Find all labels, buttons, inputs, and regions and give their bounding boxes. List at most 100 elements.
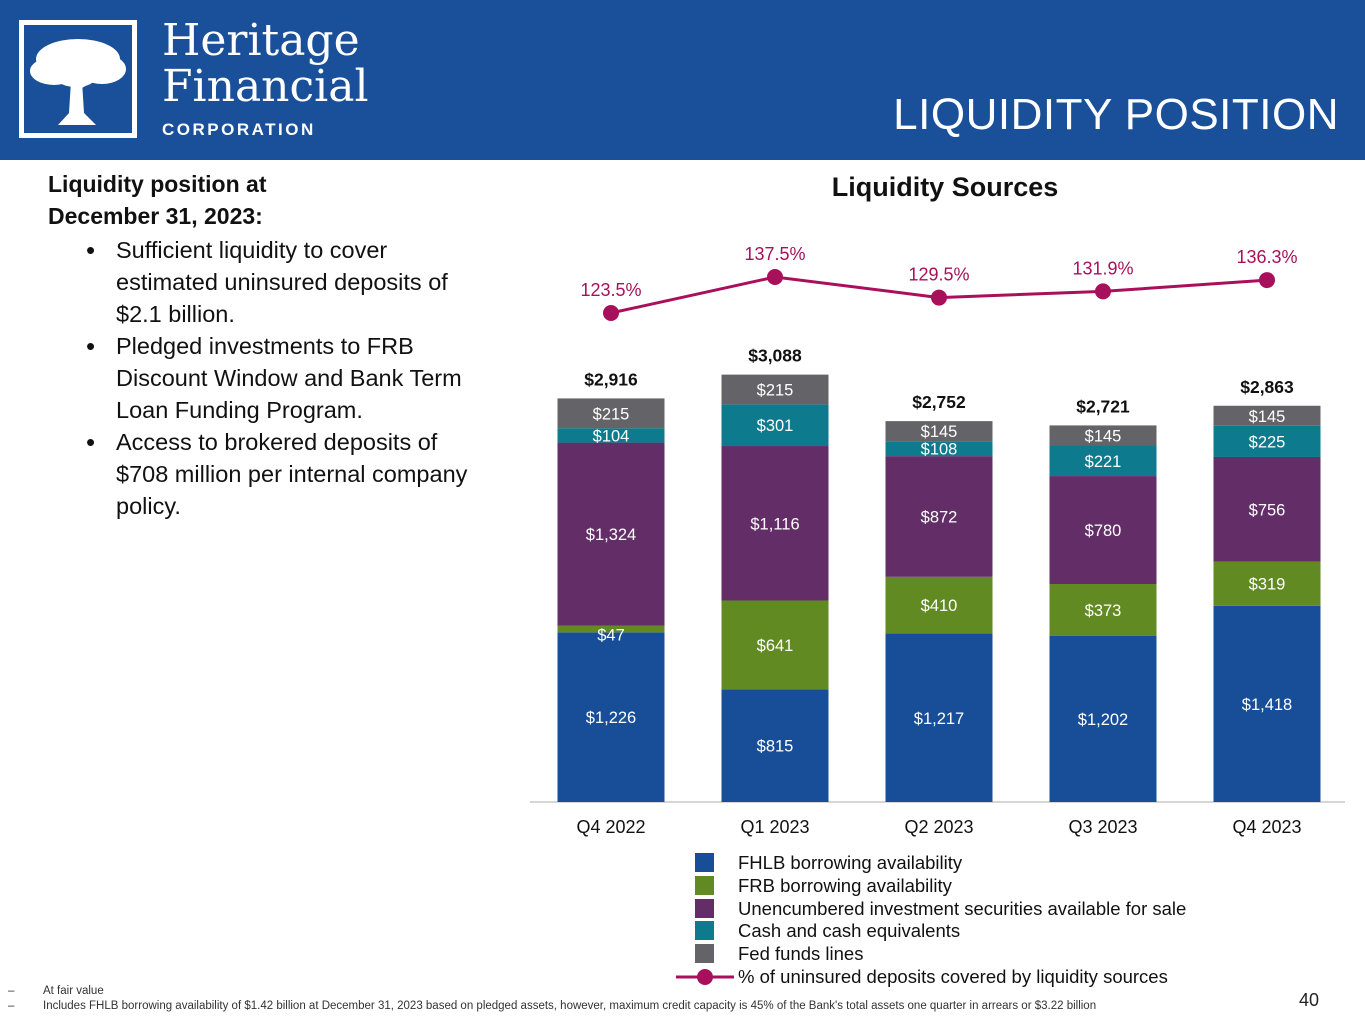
bar-segment: [557, 428, 665, 443]
bar-value-label: $108: [921, 441, 958, 459]
bar-segment: [885, 421, 993, 442]
bar-segment: [1213, 456, 1321, 562]
bar-value-label: $815: [757, 738, 794, 756]
coverage-label: 131.9%: [1072, 258, 1133, 278]
coverage-label: 129.5%: [908, 265, 969, 285]
bar-segment: [557, 625, 665, 633]
bar-value-label: $301: [757, 417, 794, 435]
footnote-dash: –: [8, 985, 15, 997]
bar-segment: [1213, 605, 1321, 802]
logo-word-financial: Financial: [162, 61, 369, 112]
x-tick-label: Q2 2023: [904, 817, 973, 837]
legend-swatch: [695, 944, 714, 964]
x-tick-label: Q4 2023: [1232, 817, 1301, 837]
bar-total-label: $2,916: [584, 369, 638, 389]
bar-segment: [557, 632, 665, 802]
legend-swatch: [695, 853, 714, 872]
page-title: LIQUIDITY POSITION: [893, 90, 1339, 139]
bar-total-label: $2,721: [1076, 396, 1130, 416]
x-tick-label: Q4 2022: [576, 817, 645, 837]
bar-value-label: $145: [921, 423, 958, 441]
bar-value-label: $221: [1085, 453, 1122, 471]
bar-segment: [885, 441, 993, 457]
summary-heading-line2: December 31, 2023:: [48, 203, 263, 229]
coverage-point: [1259, 272, 1275, 289]
header-banner: Heritage Financial CORPORATION LIQUIDITY…: [0, 0, 1365, 160]
bar-value-label: $104: [593, 427, 630, 445]
chart-title: Liquidity Sources: [832, 172, 1059, 202]
bar-value-label: $1,116: [750, 515, 799, 533]
logo-word-heritage: Heritage: [162, 15, 360, 66]
coverage-label: 123.5%: [580, 280, 641, 300]
bar-value-label: $1,217: [914, 710, 964, 728]
footnote: – Includes FHLB borrowing availability of…: [8, 999, 1096, 1014]
bar-total-label: $2,752: [912, 392, 966, 412]
bar-value-label: $1,418: [1242, 696, 1292, 714]
summary-bullet: Pledged investments to FRB Discount Wind…: [48, 330, 488, 426]
bar-segment: [721, 404, 829, 447]
footnotes: – At fair value – Includes FHLB borrowing …: [8, 984, 1096, 1014]
legend-swatch: [695, 875, 714, 895]
coverage-point: [767, 269, 783, 285]
bar-value-label: $1,202: [1078, 711, 1128, 729]
company-logo-text: Heritage Financial CORPORATION: [162, 18, 369, 140]
bar-value-label: $1,226: [586, 709, 636, 727]
summary-heading-line1: Liquidity position at: [48, 171, 267, 197]
coverage-point: [931, 289, 947, 306]
footnote: – At fair value: [8, 984, 1096, 999]
footnote-dash: –: [8, 1000, 15, 1012]
bar-segment: [1049, 584, 1157, 636]
bar-segment: [885, 576, 993, 634]
legend-label: FHLB borrowing availability: [738, 852, 963, 873]
bar-segment: [885, 456, 993, 577]
summary-bullet: Sufficient liquidity to cover estimated …: [48, 234, 488, 330]
bar-value-label: $641: [757, 637, 794, 655]
bar-value-label: $215: [757, 381, 794, 399]
coverage-label: 137.5%: [744, 244, 805, 264]
bar-value-label: $410: [921, 597, 958, 615]
legend-swatch: [695, 898, 714, 918]
logo-word-corporation: CORPORATION: [162, 120, 316, 139]
bar-value-label: $373: [1085, 602, 1122, 620]
bar-total-label: $3,088: [748, 346, 802, 366]
bar-value-label: $1,324: [586, 526, 636, 544]
legend-label: Unencumbered investment securities avail…: [738, 897, 1187, 919]
legend-label: Cash and cash equivalents: [738, 920, 961, 942]
legend-label: FRB borrowing availability: [738, 874, 952, 896]
legend-swatch: [695, 921, 714, 941]
legend-line-marker-icon: [676, 968, 734, 985]
x-tick-label: Q1 2023: [740, 817, 809, 837]
legend-label: Fed funds lines: [738, 943, 864, 965]
bar-segment: [1213, 425, 1321, 457]
bar-total-label: $2,863: [1240, 377, 1294, 397]
summary-bullet-list: Sufficient liquidity to cover estimated …: [48, 234, 488, 522]
legend-label: % of uninsured deposits covered by liqui…: [738, 965, 1168, 987]
bar-value-label: $319: [1249, 576, 1286, 594]
bar-value-label: $47: [597, 626, 625, 644]
bar-value-label: $215: [593, 405, 630, 423]
footnote-text: At fair value: [43, 985, 104, 997]
bar-segment: [557, 442, 665, 626]
footnote-text: Includes FHLB borrowing availability of …: [43, 1000, 1097, 1012]
bar-segment: [1049, 476, 1157, 585]
summary-bullet: Access to brokered deposits of $708 mill…: [48, 426, 488, 522]
bar-segment: [721, 374, 829, 405]
summary-heading: Liquidity position at December 31, 2023:: [48, 168, 488, 232]
bar-segment: [1213, 561, 1321, 606]
coverage-point: [1095, 283, 1111, 300]
bar-segment: [721, 600, 829, 690]
bar-segment: [885, 633, 993, 802]
bar-value-label: $145: [1249, 408, 1286, 426]
bar-value-label: $780: [1085, 522, 1122, 540]
coverage-point: [603, 305, 619, 321]
coverage-label: 136.3%: [1236, 247, 1297, 267]
bar-segment: [1049, 635, 1157, 802]
bar-value-label: $145: [1085, 427, 1122, 445]
bar-segment: [557, 398, 665, 429]
bar-value-label: $872: [921, 508, 958, 526]
bar-value-label: $225: [1249, 433, 1286, 451]
bar-segment: [721, 446, 829, 601]
tree-logo-icon: [19, 20, 137, 138]
page-number: 40: [1298, 990, 1319, 1010]
